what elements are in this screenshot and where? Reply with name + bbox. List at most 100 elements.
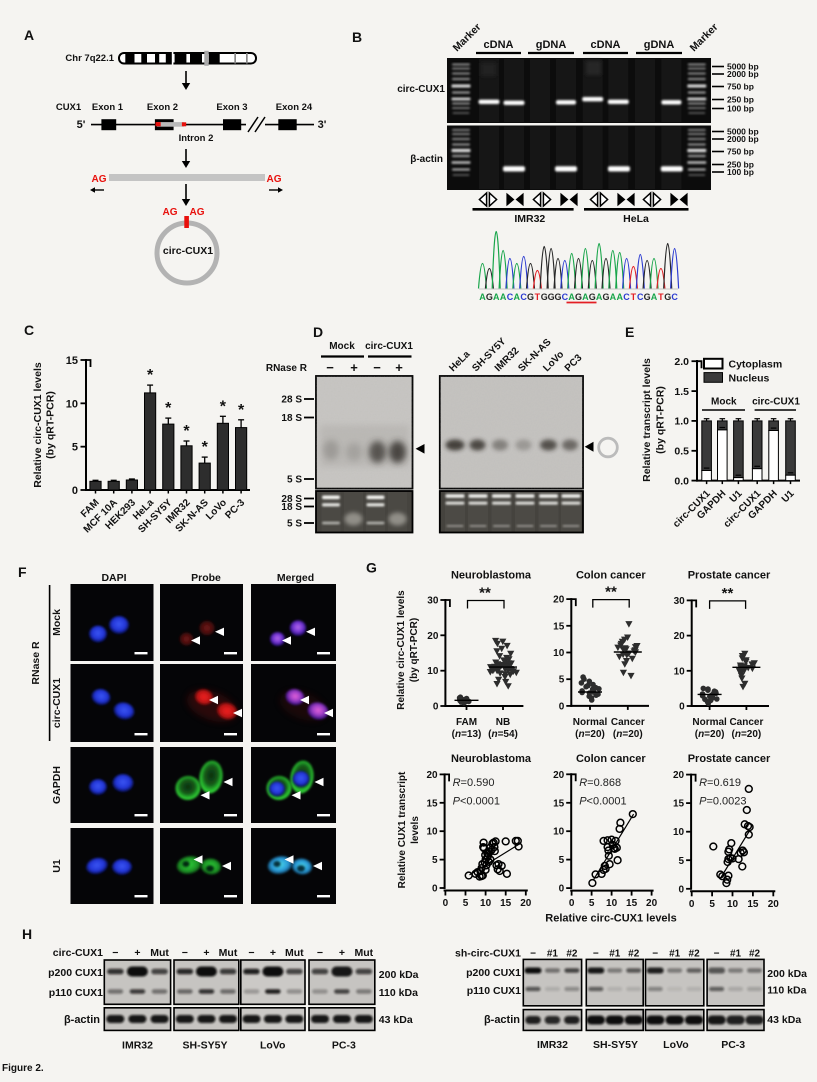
svg-text:15: 15	[500, 898, 512, 909]
svg-text:#1: #1	[547, 949, 559, 960]
svg-text:Relative circ-CUX1 levels: Relative circ-CUX1 levels	[396, 590, 407, 710]
svg-text:750 bp: 750 bp	[727, 82, 754, 92]
svg-text:H: H	[22, 926, 32, 942]
svg-text:Mut: Mut	[285, 947, 304, 959]
svg-text:C: C	[24, 322, 34, 338]
svg-text:AG: AG	[267, 174, 282, 185]
svg-text:G: G	[664, 292, 671, 302]
svg-text:5 S: 5 S	[287, 519, 302, 530]
svg-text:0: 0	[679, 884, 685, 895]
svg-text:20: 20	[673, 770, 685, 781]
svg-text:10: 10	[606, 898, 618, 909]
svg-text:gDNA: gDNA	[644, 39, 675, 51]
svg-text:Relative circ-CUX1 levels: Relative circ-CUX1 levels	[545, 913, 676, 925]
svg-text:cDNA: cDNA	[591, 39, 621, 51]
svg-text:RNase R: RNase R	[266, 363, 308, 374]
svg-text:5: 5	[709, 899, 715, 910]
svg-text:P=0.0023: P=0.0023	[699, 796, 746, 808]
svg-text:10: 10	[66, 398, 78, 410]
svg-text:Relative CUX1 transcript: Relative CUX1 transcript	[397, 771, 408, 888]
svg-text:LoVo: LoVo	[260, 1040, 285, 1052]
svg-text:FAM: FAM	[456, 717, 477, 728]
svg-text:0: 0	[569, 898, 575, 909]
svg-text:1.5: 1.5	[674, 386, 689, 398]
svg-text:C: C	[562, 292, 569, 302]
svg-text:Mut: Mut	[150, 947, 169, 959]
svg-text:(n=54): (n=54)	[488, 729, 518, 740]
svg-text:43 kDa: 43 kDa	[379, 1014, 413, 1026]
svg-text:A: A	[514, 292, 521, 302]
svg-text:RNase R: RNase R	[30, 641, 42, 685]
svg-text:+: +	[134, 947, 140, 959]
svg-text:(n=20): (n=20)	[575, 729, 605, 740]
svg-text:(by qRT-PCR): (by qRT-PCR)	[409, 618, 420, 682]
svg-text:(by qRT-PCR): (by qRT-PCR)	[655, 386, 667, 454]
svg-text:G: G	[644, 292, 651, 302]
svg-text:−: −	[652, 949, 658, 960]
svg-text:p200 CUX1: p200 CUX1	[48, 967, 103, 979]
svg-text:#2: #2	[749, 949, 761, 960]
svg-text:28 S: 28 S	[281, 395, 302, 406]
svg-text:AG: AG	[163, 207, 178, 218]
svg-text:AG: AG	[92, 174, 107, 185]
svg-text:0.0: 0.0	[674, 475, 689, 487]
svg-text:5': 5'	[77, 119, 86, 131]
svg-text:G: G	[527, 292, 534, 302]
svg-text:A: A	[24, 27, 34, 43]
svg-text:#2: #2	[566, 949, 578, 960]
svg-text:p110 CUX1: p110 CUX1	[467, 985, 521, 997]
svg-text:1.0: 1.0	[674, 416, 689, 428]
svg-text:*: *	[147, 367, 154, 384]
svg-text:18 S: 18 S	[281, 502, 302, 513]
svg-text:Mut: Mut	[219, 947, 238, 959]
svg-text:Prostate cancer: Prostate cancer	[688, 753, 771, 765]
svg-text:+: +	[339, 947, 345, 959]
svg-text:Intron 2: Intron 2	[179, 133, 214, 144]
svg-text:250 bp: 250 bp	[727, 95, 754, 105]
svg-text:−: −	[714, 949, 720, 960]
svg-text:2000 bp: 2000 bp	[727, 134, 759, 144]
svg-text:20: 20	[646, 898, 658, 909]
svg-text:AG: AG	[190, 207, 205, 218]
svg-text:5: 5	[72, 442, 78, 454]
svg-text:(n=13): (n=13)	[452, 729, 482, 740]
svg-text:A: A	[479, 292, 486, 302]
svg-text:30: 30	[427, 596, 439, 607]
svg-text:0: 0	[72, 485, 78, 497]
svg-text:circ-CUX1: circ-CUX1	[397, 84, 445, 95]
svg-text:−: −	[530, 949, 536, 960]
svg-text:gDNA: gDNA	[536, 39, 567, 51]
svg-text:CUX1: CUX1	[56, 102, 82, 113]
svg-text:DAPI: DAPI	[101, 572, 126, 584]
svg-text:β-actin: β-actin	[64, 1014, 100, 1026]
svg-text:10: 10	[480, 898, 492, 909]
svg-text:10: 10	[673, 827, 685, 838]
svg-text:Relative transcript levels: Relative transcript levels	[641, 358, 653, 482]
svg-text:A: A	[616, 292, 623, 302]
svg-text:cDNA: cDNA	[484, 39, 514, 51]
svg-text:A: A	[610, 292, 617, 302]
svg-text:Colon cancer: Colon cancer	[576, 753, 646, 765]
svg-text:A: A	[651, 292, 658, 302]
svg-text:*: *	[202, 439, 209, 456]
svg-text:5: 5	[559, 855, 565, 866]
svg-text:Mut: Mut	[354, 947, 373, 959]
svg-text:Probe: Probe	[191, 572, 221, 584]
svg-text:Mock: Mock	[51, 609, 63, 636]
svg-text:Merged: Merged	[277, 572, 314, 584]
svg-text:0: 0	[433, 702, 439, 713]
svg-text:0: 0	[679, 702, 685, 713]
svg-text:R=0.868: R=0.868	[579, 777, 621, 789]
svg-text:C: C	[623, 292, 630, 302]
svg-text:10: 10	[427, 666, 439, 677]
svg-text:10: 10	[727, 899, 739, 910]
svg-text:circ-CUX1: circ-CUX1	[51, 678, 63, 728]
svg-text:G: G	[575, 292, 582, 302]
svg-text:−: −	[112, 947, 118, 959]
svg-text:−: −	[326, 360, 334, 375]
svg-text:U1: U1	[51, 859, 63, 873]
svg-text:110 kDa: 110 kDa	[379, 987, 418, 999]
svg-text:5: 5	[679, 856, 685, 867]
svg-text:Neuroblastoma: Neuroblastoma	[451, 570, 532, 582]
svg-text:p110 CUX1: p110 CUX1	[49, 987, 103, 999]
